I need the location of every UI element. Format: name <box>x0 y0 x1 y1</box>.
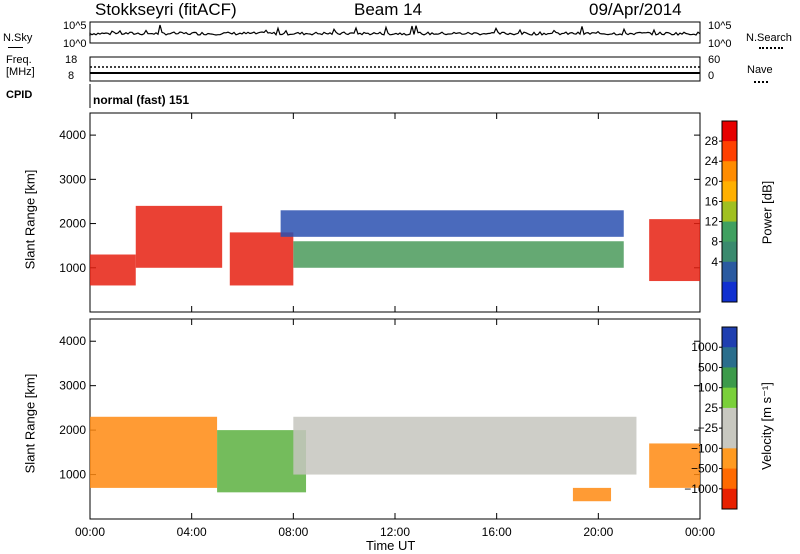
xtick-label-5: 20:00 <box>583 525 613 539</box>
xtick-label-2: 08:00 <box>278 525 308 539</box>
xtick-label-4: 16:00 <box>482 525 512 539</box>
power-region-1 <box>135 205 223 268</box>
nave-legend-line <box>754 81 768 83</box>
nsky-series-line <box>89 24 701 37</box>
power-cbar-swatch-5 <box>722 221 737 243</box>
velocity-cbar-swatch-2 <box>722 367 737 389</box>
power-region-2 <box>229 232 294 286</box>
velocity-ytick-2: 3000 <box>59 379 86 393</box>
velocity-cbar-frame <box>721 326 738 510</box>
power-region-3 <box>293 241 624 268</box>
velocity-cbar-tick-2: 100 <box>698 381 718 395</box>
nsky-tick-top: 10^5 <box>63 20 87 32</box>
velocity-cbar-tick-5: −100 <box>691 441 718 455</box>
velocity-ytick-1: 2000 <box>59 423 86 437</box>
velocity-ytick-0: 1000 <box>59 468 86 482</box>
velocity-region-4 <box>649 443 700 488</box>
power-cbar-swatch-2 <box>722 161 737 182</box>
velocity-cbar-swatch-0 <box>722 327 737 348</box>
power-cbar-swatch-0 <box>722 121 737 142</box>
power-cbar-frame <box>721 120 738 303</box>
freq-panel-frame <box>89 56 701 82</box>
xtick-label-1: 04:00 <box>177 525 207 539</box>
power-region-5 <box>649 219 700 282</box>
beam-label: Beam 14 <box>354 0 423 19</box>
power-cbar-swatch-3 <box>722 181 737 202</box>
power-cbar-swatch-4 <box>722 201 737 223</box>
nave-tick-bottom: 0 <box>708 70 715 82</box>
cpid-value: normal (fast) 151 <box>93 93 190 107</box>
velocity-cbar-swatch-1 <box>722 347 737 368</box>
power-ytick-2: 3000 <box>59 172 86 186</box>
power-cbar-tick-1: 24 <box>705 154 719 168</box>
cpid-label: CPID <box>6 89 33 101</box>
freq-tick-bottom: 8 <box>68 70 75 82</box>
velocity-region-3 <box>572 487 612 502</box>
nsearch-label: N.Search <box>746 32 792 44</box>
velocity-cbar-swatch-5 <box>722 428 737 449</box>
nave-tick-top: 60 <box>708 54 721 66</box>
velocity-cbar-tick-0: 1000 <box>691 340 718 354</box>
power-ytick-3: 4000 <box>59 128 86 142</box>
velocity-cbar-swatch-4 <box>722 407 737 429</box>
nsky-tick-bottom: 10^0 <box>63 38 87 50</box>
power-ytick-1: 2000 <box>59 217 86 231</box>
velocity-cbar-swatch-3 <box>722 387 737 409</box>
velocity-cbar-tick-7: −1000 <box>684 482 718 496</box>
velocity-region-2 <box>293 416 637 475</box>
power-cbar-swatch-6 <box>722 241 737 263</box>
power-cbar-tick-5: 8 <box>711 235 718 249</box>
power-region-4 <box>280 210 624 237</box>
nsearch-tick-bottom: 10^0 <box>708 38 732 50</box>
power-cbar-swatch-1 <box>722 141 737 162</box>
freq-label: Freq. <box>6 54 32 66</box>
power-cbar-tick-0: 28 <box>705 134 719 148</box>
site-title: Stokkseyri (fitACF) <box>95 0 237 19</box>
power-region-0 <box>90 254 136 286</box>
power-cbar-tick-3: 16 <box>705 194 719 208</box>
power-ytick-0: 1000 <box>59 261 86 275</box>
power-cbar-swatch-7 <box>722 261 737 283</box>
velocity-cbar-tick-4: −25 <box>698 421 719 435</box>
xtick-label-3: 12:00 <box>380 525 410 539</box>
nave-label: Nave <box>747 64 773 76</box>
x-axis-label: Time UT <box>366 538 416 553</box>
velocity-region-0 <box>90 416 218 488</box>
power-cbar-tick-2: 20 <box>705 174 719 188</box>
velocity-region-1 <box>217 430 307 493</box>
velocity-cbar-tick-6: −500 <box>691 462 718 476</box>
velocity-cbar-swatch-7 <box>722 468 737 490</box>
nsky-legend-line <box>8 47 23 48</box>
date-label: 09/Apr/2014 <box>589 0 682 19</box>
velocity-cbar-tick-3: 25 <box>705 401 719 415</box>
nsearch-legend-line <box>759 47 783 49</box>
xtick-label-6: 00:00 <box>685 525 715 539</box>
velocity-cbar-swatch-6 <box>722 448 737 470</box>
power-cbar-swatch-8 <box>722 281 737 303</box>
nsearch-tick-top: 10^5 <box>708 20 732 32</box>
power-cbar-tick-4: 12 <box>705 215 719 229</box>
velocity-cbar-tick-1: 500 <box>698 360 718 374</box>
velocity-cbar-swatch-8 <box>722 488 737 510</box>
nsky-panel-frame <box>89 21 701 44</box>
freq-unit: [MHz] <box>6 66 35 78</box>
velocity-ytick-3: 4000 <box>59 334 86 348</box>
power-cbar-tick-6: 4 <box>711 255 718 269</box>
freq-tick-top: 18 <box>65 54 78 66</box>
xtick-label-0: 00:00 <box>75 525 105 539</box>
nsky-label: N.Sky <box>3 32 33 44</box>
